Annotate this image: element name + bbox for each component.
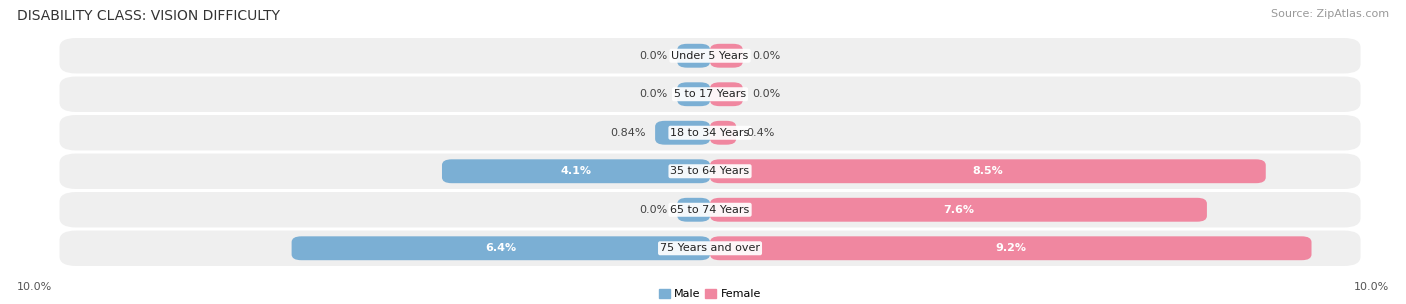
Text: 0.0%: 0.0% <box>640 205 668 215</box>
FancyBboxPatch shape <box>59 154 1361 189</box>
Text: 10.0%: 10.0% <box>1354 282 1389 292</box>
FancyBboxPatch shape <box>678 198 710 222</box>
FancyBboxPatch shape <box>59 77 1361 112</box>
Text: 7.6%: 7.6% <box>943 205 974 215</box>
Text: 65 to 74 Years: 65 to 74 Years <box>671 205 749 215</box>
Text: 5 to 17 Years: 5 to 17 Years <box>673 89 747 99</box>
FancyBboxPatch shape <box>441 159 710 183</box>
FancyBboxPatch shape <box>710 44 742 68</box>
FancyBboxPatch shape <box>678 44 710 68</box>
Text: 0.0%: 0.0% <box>640 51 668 61</box>
Text: Source: ZipAtlas.com: Source: ZipAtlas.com <box>1271 9 1389 19</box>
Text: 18 to 34 Years: 18 to 34 Years <box>671 128 749 138</box>
FancyBboxPatch shape <box>710 159 1265 183</box>
FancyBboxPatch shape <box>710 236 1312 260</box>
FancyBboxPatch shape <box>678 82 710 106</box>
Text: Under 5 Years: Under 5 Years <box>672 51 748 61</box>
FancyBboxPatch shape <box>291 236 710 260</box>
Text: 9.2%: 9.2% <box>995 243 1026 253</box>
Legend: Male, Female: Male, Female <box>654 284 766 304</box>
FancyBboxPatch shape <box>710 198 1206 222</box>
Text: 10.0%: 10.0% <box>17 282 52 292</box>
Text: 35 to 64 Years: 35 to 64 Years <box>671 166 749 176</box>
Text: DISABILITY CLASS: VISION DIFFICULTY: DISABILITY CLASS: VISION DIFFICULTY <box>17 9 280 23</box>
Text: 6.4%: 6.4% <box>485 243 516 253</box>
FancyBboxPatch shape <box>59 115 1361 150</box>
FancyBboxPatch shape <box>59 192 1361 227</box>
FancyBboxPatch shape <box>59 38 1361 74</box>
Text: 0.0%: 0.0% <box>640 89 668 99</box>
Text: 0.0%: 0.0% <box>752 51 780 61</box>
Text: 0.84%: 0.84% <box>610 128 645 138</box>
Text: 0.4%: 0.4% <box>747 128 775 138</box>
Text: 8.5%: 8.5% <box>973 166 1004 176</box>
FancyBboxPatch shape <box>710 82 742 106</box>
Text: 75 Years and over: 75 Years and over <box>659 243 761 253</box>
FancyBboxPatch shape <box>655 121 710 145</box>
FancyBboxPatch shape <box>710 121 737 145</box>
FancyBboxPatch shape <box>59 230 1361 266</box>
Text: 0.0%: 0.0% <box>752 89 780 99</box>
Text: 4.1%: 4.1% <box>561 166 592 176</box>
